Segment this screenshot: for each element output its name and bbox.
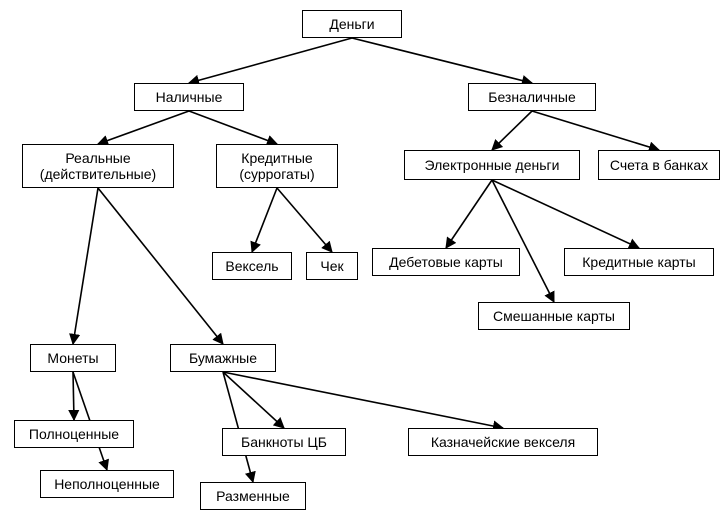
node-credit: Кредитные(суррогаты) xyxy=(216,144,338,188)
node-full: Полноценные xyxy=(14,420,134,448)
edge-credit-bill xyxy=(252,188,277,252)
node-cheque: Чек xyxy=(306,252,358,280)
node-treasury: Казначейские векселя xyxy=(408,428,598,456)
node-bankacct: Счета в банках xyxy=(598,150,720,180)
node-partial: Неполноценные xyxy=(40,470,174,498)
node-debit: Дебетовые карты xyxy=(372,248,520,276)
edge-emoney-mixed xyxy=(492,180,554,302)
edge-real-paper xyxy=(98,188,223,344)
edge-noncash-bankacct xyxy=(532,111,659,150)
edge-credit-cheque xyxy=(277,188,332,252)
node-root: Деньги xyxy=(302,10,402,38)
node-cash: Наличные xyxy=(134,83,244,111)
node-paper: Бумажные xyxy=(170,344,276,372)
edge-root-cash xyxy=(189,38,352,83)
edge-paper-change xyxy=(223,372,253,482)
edge-noncash-emoney xyxy=(492,111,532,150)
edge-cash-credit xyxy=(189,111,277,144)
node-coins: Монеты xyxy=(30,344,116,372)
edge-paper-treasury xyxy=(223,372,503,428)
node-banknotes: Банкноты ЦБ xyxy=(222,428,346,456)
edge-coins-full xyxy=(73,372,74,420)
edge-root-noncash xyxy=(352,38,532,83)
diagram-stage: Деньги Наличные Безналичные Реальные(действ… xyxy=(0,0,724,531)
node-change: Разменные xyxy=(200,482,306,510)
edge-emoney-debit xyxy=(446,180,492,248)
edge-emoney-creditcard xyxy=(492,180,639,248)
node-noncash: Безналичные xyxy=(468,83,596,111)
edge-real-coins xyxy=(73,188,98,344)
node-creditcard: Кредитные карты xyxy=(564,248,714,276)
edge-cash-real xyxy=(98,111,189,144)
node-bill: Вексель xyxy=(212,252,292,280)
node-mixed: Смешанные карты xyxy=(478,302,630,330)
node-real: Реальные(действительные) xyxy=(22,144,174,188)
node-emoney: Электронные деньги xyxy=(404,150,580,180)
edge-paper-banknotes xyxy=(223,372,284,428)
